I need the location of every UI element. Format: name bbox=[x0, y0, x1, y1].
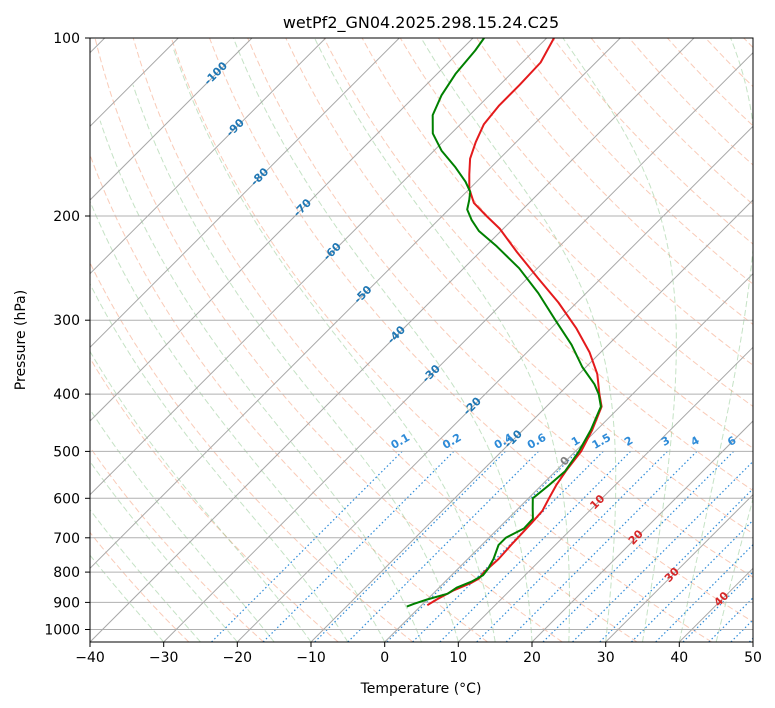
mixing-ratio-line bbox=[542, 450, 735, 642]
isotherm-gridline bbox=[163, 51, 753, 642]
mixing-ratio-line bbox=[598, 487, 753, 642]
isotherm-gridline bbox=[605, 493, 753, 642]
dry-adiabat bbox=[247, 38, 753, 578]
x-tick-label: 50 bbox=[744, 650, 762, 666]
dry-adiabat bbox=[94, 38, 563, 642]
x-tick-label: 10 bbox=[449, 650, 467, 666]
y-tick-label: 300 bbox=[53, 313, 80, 329]
dry-adiabat bbox=[90, 357, 339, 642]
isotherm-gridline bbox=[90, 38, 327, 275]
moist-adiabat bbox=[562, 38, 677, 642]
moist-adiabat bbox=[90, 408, 275, 642]
x-axis-label: Temperature (°C) bbox=[360, 681, 482, 697]
isotherm-gridline bbox=[90, 38, 474, 422]
dry-adiabat bbox=[90, 531, 190, 642]
moist-adiabat bbox=[99, 120, 422, 642]
dry-adiabat bbox=[132, 38, 638, 642]
chart-title: wetPf2_GN04.2025.298.15.24.C25 bbox=[283, 13, 559, 33]
y-tick-label: 1000 bbox=[44, 623, 80, 639]
x-tick-label: 40 bbox=[670, 650, 688, 666]
dry-adiabat bbox=[399, 38, 753, 408]
mixing-ratio-line bbox=[411, 450, 604, 642]
x-tick-label: −30 bbox=[149, 650, 179, 666]
y-tick-label: 800 bbox=[53, 565, 80, 581]
isotherm-gridline bbox=[457, 346, 753, 642]
x-tick-label: −40 bbox=[75, 650, 105, 666]
mixing-ratio-line bbox=[346, 450, 539, 642]
mixing-ratio-label: 8 bbox=[755, 434, 768, 449]
y-axis-label: Pressure (hPa) bbox=[13, 290, 29, 390]
mixing-ratio-line bbox=[475, 450, 668, 642]
mixing-ratio-line bbox=[262, 450, 455, 642]
mixing-ratio-line bbox=[439, 450, 631, 642]
dry-adiabat bbox=[90, 153, 488, 642]
y-tick-label: 900 bbox=[53, 595, 80, 611]
dry-adiabat bbox=[90, 446, 264, 642]
temperature-line bbox=[426, 38, 603, 607]
mixing-ratio-line bbox=[505, 450, 698, 642]
plot-frame bbox=[89, 37, 754, 643]
dry-adiabat bbox=[514, 38, 753, 285]
y-tick-label: 200 bbox=[53, 209, 80, 225]
moist-adiabat bbox=[314, 38, 570, 642]
dewpoint-line bbox=[406, 38, 602, 608]
isotherm-gridline bbox=[90, 38, 621, 570]
moist-adiabat bbox=[420, 38, 617, 642]
x-tick-label: −10 bbox=[296, 650, 326, 666]
mixing-ratio-line bbox=[313, 450, 506, 642]
isotherm-gridline bbox=[384, 272, 753, 642]
y-tick-label: 700 bbox=[53, 531, 80, 547]
dry-adiabat bbox=[209, 38, 753, 623]
moist-adiabat bbox=[90, 350, 312, 642]
isotherm-gridline bbox=[90, 38, 253, 201]
isotherm-gridline bbox=[310, 199, 753, 642]
plot-background bbox=[90, 38, 753, 642]
x-tick-label: −20 bbox=[223, 650, 253, 666]
dry-adiabat bbox=[437, 38, 753, 366]
moist-adiabat bbox=[172, 47, 496, 642]
isotherm-gridline bbox=[752, 641, 753, 642]
x-tick-label: 30 bbox=[597, 650, 615, 666]
y-tick-label: 400 bbox=[53, 387, 80, 403]
moist-adiabat bbox=[90, 282, 349, 642]
x-tick-label: 0 bbox=[380, 650, 389, 666]
isotherm-gridline bbox=[236, 125, 753, 642]
isotherm-gridline bbox=[531, 420, 753, 642]
isotherm-gridline bbox=[90, 38, 548, 496]
x-tick-label: 20 bbox=[523, 650, 541, 666]
moist-adiabat bbox=[678, 38, 753, 642]
moist-adiabat bbox=[90, 554, 165, 642]
y-tick-label: 100 bbox=[53, 31, 80, 47]
mixing-ratio-line bbox=[210, 450, 403, 642]
mixing-ratio-line bbox=[571, 460, 753, 642]
y-tick-label: 500 bbox=[53, 444, 80, 460]
isotherm-gridline bbox=[90, 38, 400, 349]
mixing-ratio-line bbox=[386, 450, 578, 642]
isotherm-gridline bbox=[90, 38, 695, 642]
moist-adiabat bbox=[90, 508, 201, 642]
y-tick-label: 600 bbox=[53, 491, 80, 507]
moist-adiabat bbox=[90, 460, 238, 642]
